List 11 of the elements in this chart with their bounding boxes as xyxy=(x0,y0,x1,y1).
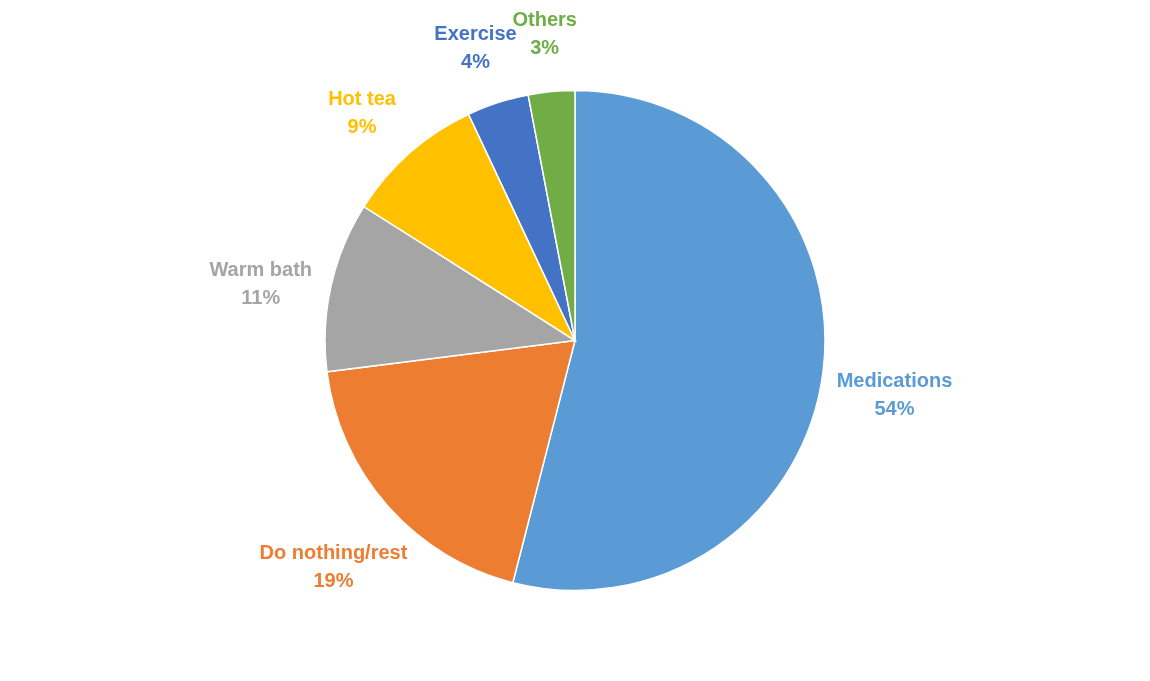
data-label: 3% xyxy=(530,35,560,58)
slice-label: Warm bath xyxy=(209,258,313,281)
data-label: 9% xyxy=(347,114,377,137)
data-label: 11% xyxy=(241,286,281,309)
data-label: 4% xyxy=(461,50,491,73)
data-label: 19% xyxy=(313,569,354,592)
data-label: 54% xyxy=(874,396,915,419)
slice-label: Others xyxy=(512,7,577,30)
slice-label: Hot tea xyxy=(328,86,397,109)
slice-label: Do nothing/rest xyxy=(259,541,408,564)
slice-label: Medications xyxy=(836,368,953,391)
